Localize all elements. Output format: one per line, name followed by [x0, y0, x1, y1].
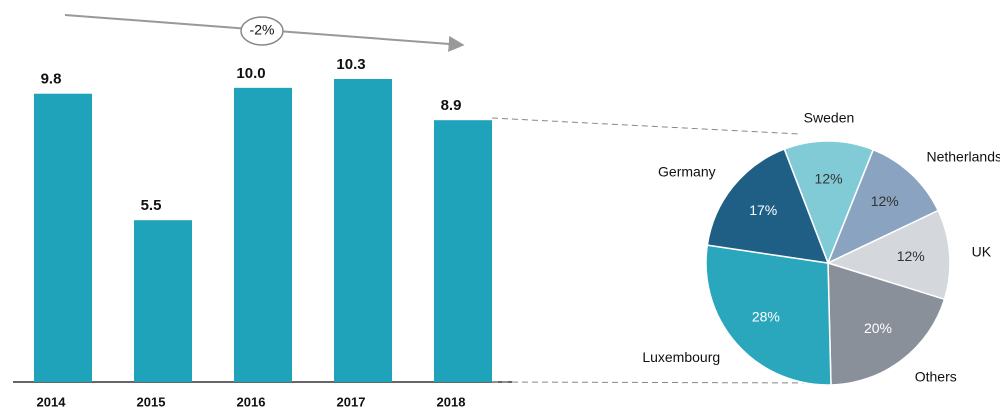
pie-slice [705, 244, 832, 386]
value-label: 10.3 [336, 56, 365, 73]
bar [434, 120, 492, 383]
pie-slice [783, 140, 875, 266]
value-label: 9.8 [41, 71, 62, 88]
slice-label: Others [915, 369, 957, 385]
value-label: 5.5 [141, 197, 162, 214]
connector [491, 381, 827, 384]
slice-label: Luxembourg [642, 349, 720, 365]
pie-slice [827, 261, 946, 386]
bar [134, 220, 192, 382]
annotation-circle [240, 16, 284, 46]
x-tick-label: 2018 [437, 394, 466, 409]
slice-value-label: 12% [815, 171, 843, 187]
slice-label: Sweden [804, 110, 855, 126]
slice-label: UK [972, 243, 992, 259]
slice-value-label: 12% [897, 248, 925, 264]
x-tick-label: 2016 [237, 394, 266, 409]
slice-label: Germany [658, 164, 716, 180]
slice-label: Netherlands [926, 149, 1000, 165]
pie-slice [825, 209, 951, 301]
slice-value-label: 28% [752, 309, 780, 325]
pie-slice [826, 148, 940, 265]
x-tick-label: 2015 [137, 394, 166, 409]
slice-value-label: 17% [749, 202, 777, 218]
bar [34, 93, 92, 382]
pie-slice [706, 148, 830, 264]
bar [234, 87, 292, 382]
x-tick-label: 2017 [337, 394, 366, 409]
bar [334, 79, 392, 382]
slice-value-label: 20% [864, 320, 892, 336]
value-label: 8.9 [441, 97, 462, 114]
value-label: 10.0 [236, 65, 265, 82]
slice-value-label: 12% [871, 193, 899, 209]
x-tick-label: 2014 [37, 394, 67, 409]
annotation: -2% [250, 22, 275, 38]
connector [491, 117, 801, 135]
